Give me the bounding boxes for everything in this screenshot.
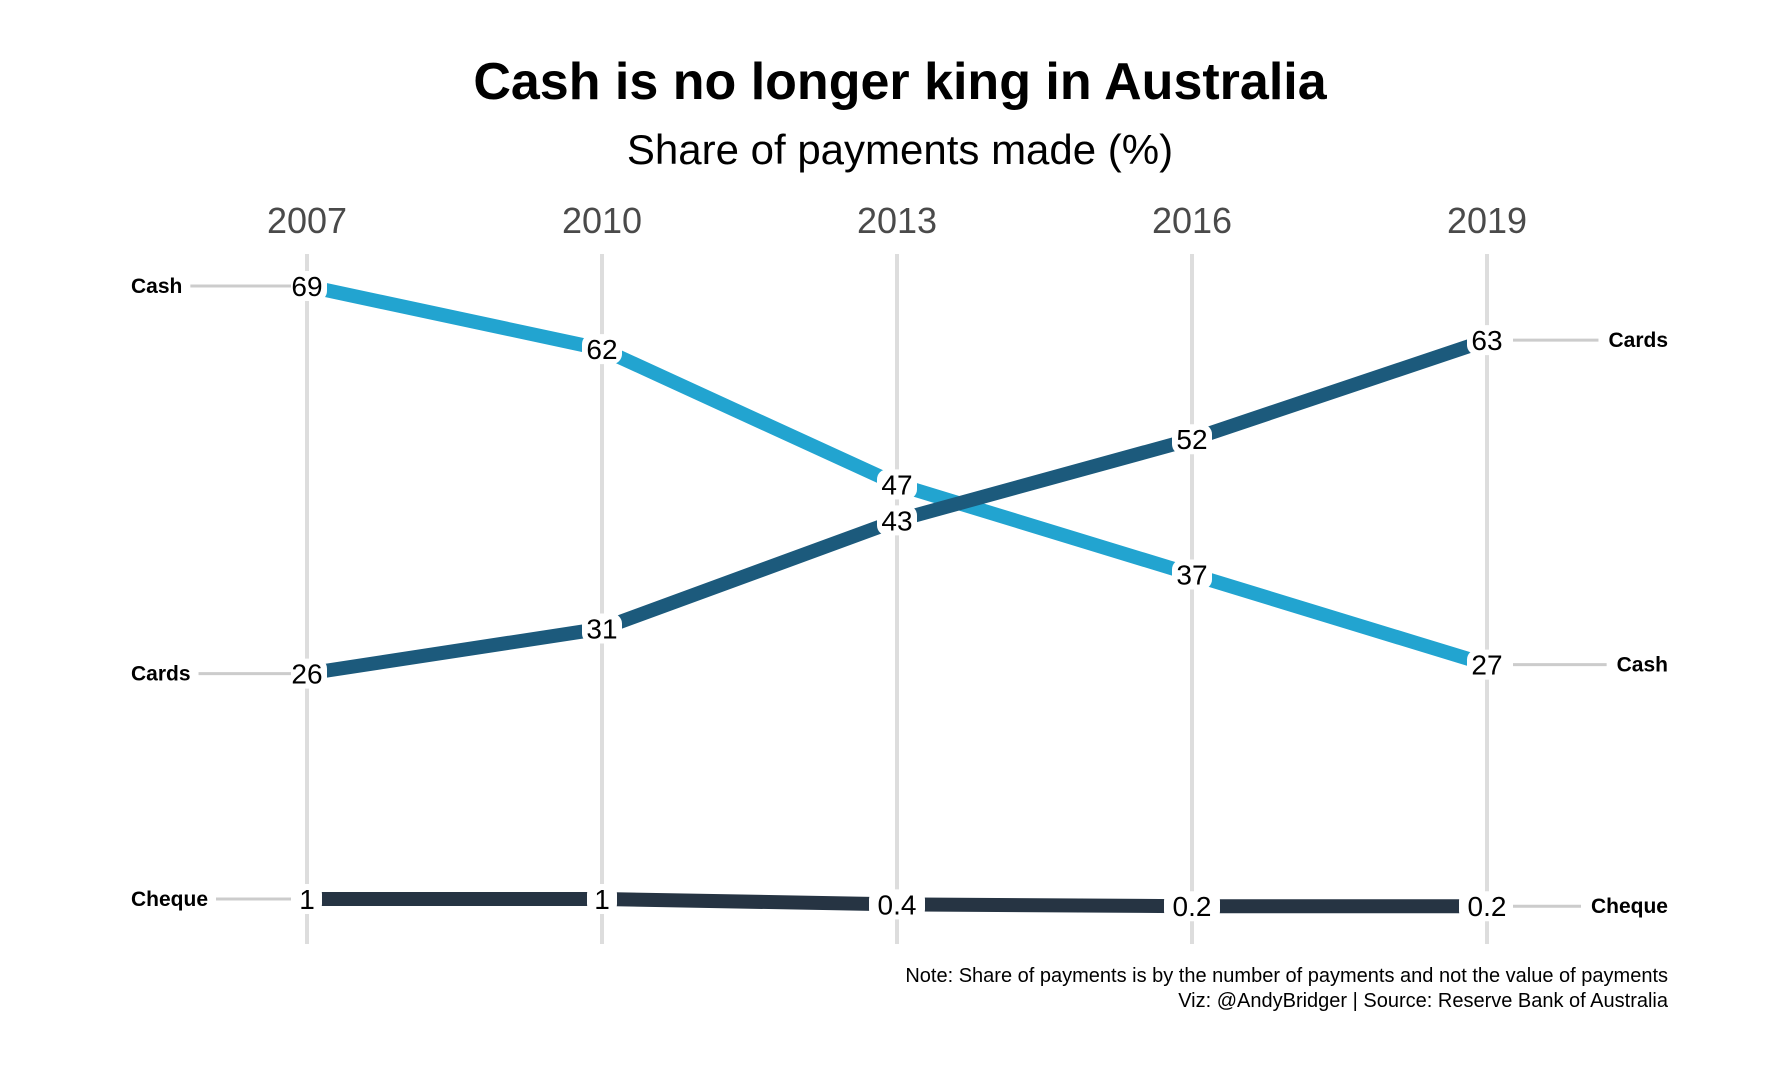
x-axis: 2007 2010 2013 2016 2019 — [267, 200, 1527, 241]
data-label-bg — [877, 469, 917, 500]
data-label-cheque: 1 — [594, 884, 610, 915]
data-labels: 69 62 47 37 27 26 31 43 52 63 1 1 0.4 0.2 0.2 — [287, 271, 1515, 922]
chart-title: Cash is no longer king in Australia — [473, 53, 1327, 111]
legend-left-cards: Cards — [131, 663, 191, 686]
data-label-cheque: 0.2 — [1468, 891, 1507, 922]
legend-left-cash: Cash — [131, 275, 182, 298]
data-label-cash: 62 — [586, 334, 617, 365]
data-label-cards: 31 — [586, 614, 617, 645]
data-label-cards: 43 — [881, 505, 912, 536]
data-label-bg — [287, 271, 327, 301]
data-label-cash: 27 — [1471, 650, 1502, 681]
data-label-bg — [582, 613, 622, 644]
x-tick-label: 2010 — [562, 200, 642, 241]
data-label-cheque: 0.2 — [1173, 891, 1212, 922]
chart-subtitle: Share of payments made (%) — [627, 126, 1173, 173]
data-label-cash: 37 — [1176, 559, 1207, 590]
legend-right-cards: Cards — [1608, 329, 1668, 352]
data-label-bg — [1164, 891, 1220, 922]
data-label-bg — [1172, 559, 1212, 590]
data-label-bg — [287, 658, 327, 689]
x-tick-label: 2013 — [857, 200, 937, 241]
x-tick-label: 2019 — [1447, 200, 1527, 241]
x-tick-label: 2016 — [1152, 200, 1232, 241]
caption-credit: Viz: @AndyBridger | Source: Reserve Bank… — [1178, 990, 1669, 1012]
data-label-bg — [1172, 424, 1212, 455]
caption-note: Note: Share of payments is by the number… — [905, 965, 1668, 987]
x-tick-label: 2007 — [267, 200, 347, 241]
data-label-cash: 47 — [881, 469, 912, 500]
data-label-bg — [1467, 325, 1507, 356]
data-label-bg — [869, 889, 925, 920]
data-label-cash: 69 — [291, 271, 322, 302]
legend-right-cash: Cash — [1617, 654, 1668, 677]
data-label-cards: 63 — [1471, 325, 1502, 356]
data-label-bg — [877, 505, 917, 536]
data-label-cards: 52 — [1176, 424, 1207, 455]
data-label-cheque: 0.4 — [878, 889, 917, 920]
data-label-bg — [1467, 649, 1507, 680]
data-label-bg — [292, 883, 322, 914]
grid-lines — [305, 254, 1489, 944]
data-label-cheque: 1 — [299, 884, 315, 915]
data-label-bg — [582, 334, 622, 365]
data-label-cards: 26 — [291, 659, 322, 690]
legend-right-cheque: Cheque — [1591, 895, 1668, 918]
data-label-bg — [587, 883, 617, 914]
legend-left-cheque: Cheque — [131, 888, 208, 911]
direct-legend: Cash Cash Cards Cards Cheque Cheque — [131, 275, 1668, 918]
data-label-bg — [1459, 891, 1515, 922]
